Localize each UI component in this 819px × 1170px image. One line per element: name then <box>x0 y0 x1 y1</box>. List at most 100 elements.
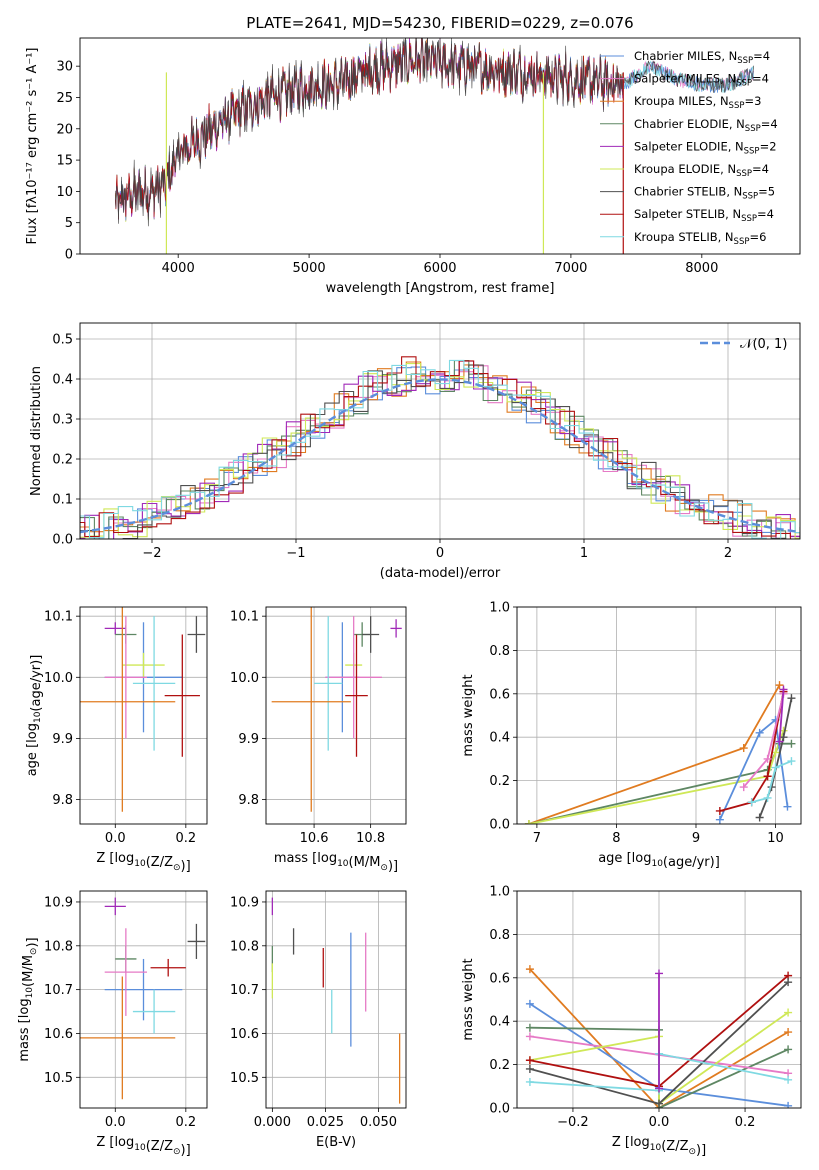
chart-age_vs_mass: 10.6 10.8 9.8 9.9 10.0 10.1 mass [log10(M/M⊙)] <box>230 606 407 874</box>
marker-kroupa_stelib <box>763 793 772 802</box>
marker-kroupa_stelib <box>747 798 756 807</box>
legend-text: Kroupa STELIB, N <box>634 230 734 244</box>
label-part: Normed distribution <box>29 366 44 496</box>
marker-kroupa_elodie <box>784 1008 793 1017</box>
label-part: )] <box>181 859 191 874</box>
y-tick-label: 0.0 <box>52 533 73 548</box>
axes-frame <box>516 890 802 1109</box>
line-chabrier_stelib <box>758 697 793 818</box>
y-tick-label: 15 <box>56 154 73 169</box>
legend-sub: SSP <box>744 146 760 156</box>
marker-chabrier_stelib <box>787 694 796 703</box>
x-tick-label: 0.2 <box>735 1115 756 1130</box>
legend-sub: SSP <box>734 237 750 247</box>
histogram-chabrier_miles <box>80 366 800 539</box>
marker-salpeter_elodie <box>655 969 663 978</box>
chart-age_vs_metallicity: 0.0 0.29.89.910.010.1Z [log10(Z/Z⊙)]age [… <box>25 606 208 874</box>
label-part: log <box>17 998 32 1018</box>
legend-text: Salpeter STELIB, N <box>634 207 741 221</box>
label-part: Z [ <box>612 1135 630 1150</box>
marker-chabrier_miles <box>715 815 724 824</box>
legend-text: Chabrier ELODIE, N <box>634 117 745 131</box>
y-axis-label: Flux [fλ10⁻¹⁷ erg cm⁻² s⁻¹ A⁻¹] <box>25 48 40 245</box>
line-salpeter_elodie <box>778 689 785 742</box>
marker-kroupa_stelib <box>771 763 780 772</box>
spectrum-extension-kroupa_stelib <box>623 60 755 94</box>
label-part: Z [ <box>96 851 114 866</box>
y-axis-label: mass [log10(M/M⊙)] <box>17 937 40 1061</box>
x-tick-label: 10.8 <box>356 831 385 846</box>
plot-area <box>80 607 206 812</box>
label-sub: 10 <box>25 987 35 999</box>
line-salpeter_stelib <box>719 691 785 812</box>
x-axis-label: age [log10(age/yr)] <box>598 851 720 870</box>
plot-area <box>271 897 401 1104</box>
marker-salpeter_miles <box>763 754 772 763</box>
marker-kroupa_miles <box>775 681 784 690</box>
legend-text: =4 <box>752 72 769 86</box>
legend-label: Salpeter MILES, NSSP=4 <box>634 72 769 89</box>
y-tick-label: 9.8 <box>238 793 259 808</box>
legend-text: =4 <box>753 49 770 63</box>
y-tick-label: 10.8 <box>230 939 259 954</box>
x-tick-label: 8 <box>612 831 620 846</box>
legend-sub: SSP <box>736 169 752 179</box>
x-tick-label: −1 <box>286 546 305 561</box>
legend-text: Salpeter MILES, N <box>634 72 736 86</box>
x-tick-label: 7000 <box>554 261 587 276</box>
legend-label: Kroupa MILES, NSSP=3 <box>634 94 761 111</box>
label-sub: 10 <box>33 711 43 723</box>
plot-area <box>114 38 755 254</box>
x-tick-label: 2 <box>724 546 732 561</box>
x-tick-label: 4000 <box>162 261 195 276</box>
label-part: age [ <box>598 851 631 866</box>
axes-frame <box>79 322 801 540</box>
x-axis-label: wavelength [Angstrom, rest frame] <box>326 281 555 296</box>
y-tick-label: 10.7 <box>230 983 259 998</box>
y-tick-label: 0.2 <box>489 774 510 789</box>
x-axis-label: (data-model)/error <box>380 566 501 581</box>
y-tick-label: 1.0 <box>489 601 510 616</box>
x-tick-label: 10 <box>767 831 784 846</box>
marker-chabrier_miles <box>755 728 764 737</box>
legend-sub: SSP <box>742 192 758 202</box>
label-part: (M/M <box>349 855 381 870</box>
y-tick-label: 0.8 <box>489 644 510 659</box>
legend-label: Kroupa ELODIE, NSSP=4 <box>634 162 769 179</box>
x-tick-label: 6000 <box>423 261 456 276</box>
marker-chabrier_stelib <box>655 1099 663 1108</box>
axes-frame <box>265 890 407 1109</box>
marker-kroupa_miles <box>784 1028 793 1037</box>
y-tick-label: 10.5 <box>230 1071 259 1086</box>
line-chabrier_elodie <box>528 742 792 824</box>
legend-sub: SSP <box>737 56 753 66</box>
label-sub: ⊙ <box>380 863 388 873</box>
legend-label: Kroupa STELIB, NSSP=6 <box>634 230 766 247</box>
axes-frame <box>516 606 802 825</box>
x-tick-label: 9 <box>692 831 700 846</box>
label-sub: ⊙ <box>173 863 181 873</box>
marker-kroupa_miles <box>525 965 534 974</box>
gaussian-curve <box>80 378 800 534</box>
x-tick-label: 1 <box>580 546 588 561</box>
x-axis-label: E(B-V) <box>316 1135 356 1150</box>
legend-label: 𝒩(0, 1) <box>740 337 787 352</box>
label-part: (age/yr)] <box>663 855 720 870</box>
x-tick-label: 8000 <box>685 261 718 276</box>
y-axis-label: mass weight <box>461 674 476 756</box>
marker-chabrier_elodie <box>787 739 796 748</box>
plot-area <box>80 356 800 539</box>
label-sub: ⊙ <box>29 948 39 956</box>
y-tick-label: 0.3 <box>52 413 73 428</box>
legend-text: =4 <box>752 162 769 176</box>
x-tick-label: 0.025 <box>307 1115 344 1130</box>
axes-frame <box>79 606 208 825</box>
label-part: mass weight <box>461 958 476 1040</box>
legend-sub: SSP <box>729 101 745 111</box>
legend-label: Salpeter ELODIE, NSSP=2 <box>634 139 777 156</box>
spectrum-extension-chabrier_stelib <box>622 60 755 93</box>
legend-text: =4 <box>761 117 778 131</box>
y-tick-label: 25 <box>56 91 73 106</box>
legend-label: Chabrier MILES, NSSP=4 <box>634 49 770 66</box>
